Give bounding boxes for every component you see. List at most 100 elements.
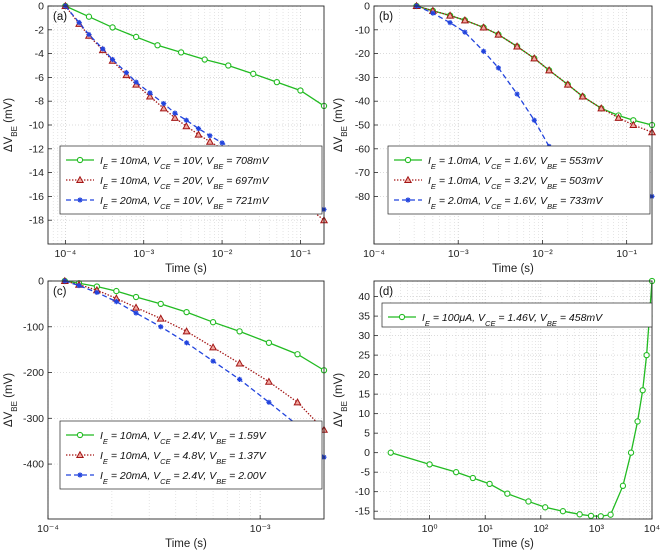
data-point (266, 399, 272, 405)
data-point (182, 327, 191, 335)
data-point (627, 449, 635, 456)
y-tick-label: -10 (355, 486, 370, 498)
data-point (113, 287, 120, 295)
data-point (426, 461, 433, 468)
x-axis-label: Time (s) (165, 538, 207, 550)
y-axis: 0 -10 -20 -30 -40 -50 -60 -70 -80 (355, 1, 378, 203)
x-axis: 10⁰ 10¹ 10² 10³ 10⁴ (422, 515, 660, 535)
x-tick-label: 10⁻² (212, 248, 233, 260)
data-point (194, 130, 203, 138)
axes-frame (373, 280, 653, 520)
x-axis-label: Time (s) (492, 538, 534, 550)
legend-label: IE = 20mA, VCE = 2.4V, VBE = 2.00V (100, 470, 267, 486)
x-tick-label: 10¹ (478, 523, 494, 535)
data-point (643, 351, 650, 359)
y-tick-label: 0 (38, 1, 44, 13)
legend: IE = 10mA, VCE = 10V, VBE = 708mV IE = 10… (59, 145, 323, 215)
y-tick-label: -4 (35, 48, 44, 60)
series-line (64, 280, 325, 458)
data-point (132, 33, 140, 41)
data-point (109, 24, 116, 31)
panel-label: (d) (379, 286, 393, 298)
panel-a: 10⁻⁴ 10⁻³ 10⁻² 10⁻¹ 0 -2 -4 -6 -8 -10 -12 -14 -16 -18… (3, 1, 329, 275)
data-point (264, 377, 273, 385)
data-point (225, 62, 232, 69)
y-tick-label: -200 (23, 367, 44, 379)
legend-marker (75, 450, 85, 459)
data-point (273, 79, 280, 86)
data-point (597, 104, 606, 112)
x-tick-label: 10⁻³ (133, 248, 154, 260)
legend-box (59, 145, 323, 215)
data-point (183, 117, 189, 123)
legend-box (381, 302, 653, 328)
data-point (109, 56, 116, 63)
y-tick-label: -18 (29, 215, 44, 227)
panel-c: 10⁻⁴ 10⁻³ 0 -100 -200 -300 -400 Time (s) ΔVBE (m… (3, 276, 329, 550)
legend-label: IE = 2.0mA, VCE = 1.6V, VBE = 733mV (428, 195, 603, 211)
data-point (634, 418, 641, 425)
data-point (480, 48, 487, 54)
y-tick-label: -400 (23, 459, 44, 471)
data-point (619, 482, 627, 489)
data-point (172, 110, 178, 116)
legend-marker (405, 197, 411, 203)
data-point (293, 398, 302, 406)
y-tick-label: -14 (29, 167, 44, 179)
y-tick-label: -30 (355, 72, 370, 84)
panel-b: 10⁻⁴ 10⁻³ 10⁻² 10⁻¹ 0 -10 -20 -30 -40 -50 -60 -70 -8… (333, 1, 657, 275)
data-point (495, 65, 501, 71)
data-point (587, 512, 595, 520)
x-tick-label: 10⁻¹ (616, 248, 637, 260)
data-point (545, 66, 554, 74)
data-point (145, 92, 154, 100)
data-point (170, 113, 179, 121)
y-tick-label: -10 (355, 24, 370, 36)
x-tick-label: 10⁻² (532, 248, 553, 260)
y-axis: 0 -100 -200 -300 -400 (23, 276, 52, 471)
legend-label: IE = 100μA, VCE = 1.46V, VBE = 458mV (422, 312, 603, 328)
data-point (183, 308, 190, 316)
y-axis-label: ΔVBE (mV) (333, 98, 349, 152)
data-point (563, 80, 572, 88)
legend-box (387, 145, 651, 215)
y-tick-label: -70 (355, 167, 370, 179)
y-tick-label: -50 (355, 120, 370, 132)
x-axis: 10⁻⁴ 10⁻³ (37, 515, 271, 535)
data-point (94, 289, 100, 296)
data-point (525, 498, 532, 505)
data-point (460, 16, 469, 24)
y-tick-label: -16 (29, 191, 44, 203)
x-tick-label: 10⁻⁴ (37, 523, 59, 535)
x-axis: 10⁻⁴ 10⁻³ 10⁻² 10⁻¹ (55, 240, 311, 260)
data-point (154, 42, 161, 49)
x-axis-label: Time (s) (492, 263, 534, 275)
data-point (578, 92, 587, 100)
data-point (133, 79, 139, 85)
data-point (235, 359, 244, 367)
y-tick-label: 0 (38, 276, 44, 288)
data-point (183, 340, 190, 346)
data-point (452, 469, 460, 476)
y-tick-label: 0 (364, 1, 370, 13)
y-tick-label: -100 (23, 321, 44, 333)
data-point (531, 117, 537, 123)
y-tick-label: 10 (358, 408, 370, 420)
data-point (147, 90, 153, 96)
y-tick-label: -2 (35, 24, 44, 36)
data-point (85, 13, 93, 20)
data-point (297, 87, 304, 94)
y-tick-label: -40 (355, 96, 370, 108)
y-tick-label: 15 (358, 389, 370, 401)
legend-marker (75, 175, 85, 184)
panel-label: (b) (379, 11, 393, 23)
y-axis: 40 35 30 25 20 15 10 5 0 -5 -10 -15 (355, 291, 378, 518)
legend-label: IE = 10mA, VCE = 20V, VBE = 697mV (100, 175, 270, 191)
y-tick-label: 20 (358, 369, 370, 381)
data-point (207, 133, 213, 139)
data-point (76, 20, 82, 26)
legend-marker (404, 156, 412, 164)
data-point (576, 511, 583, 518)
y-tick-label: -10 (29, 120, 44, 132)
